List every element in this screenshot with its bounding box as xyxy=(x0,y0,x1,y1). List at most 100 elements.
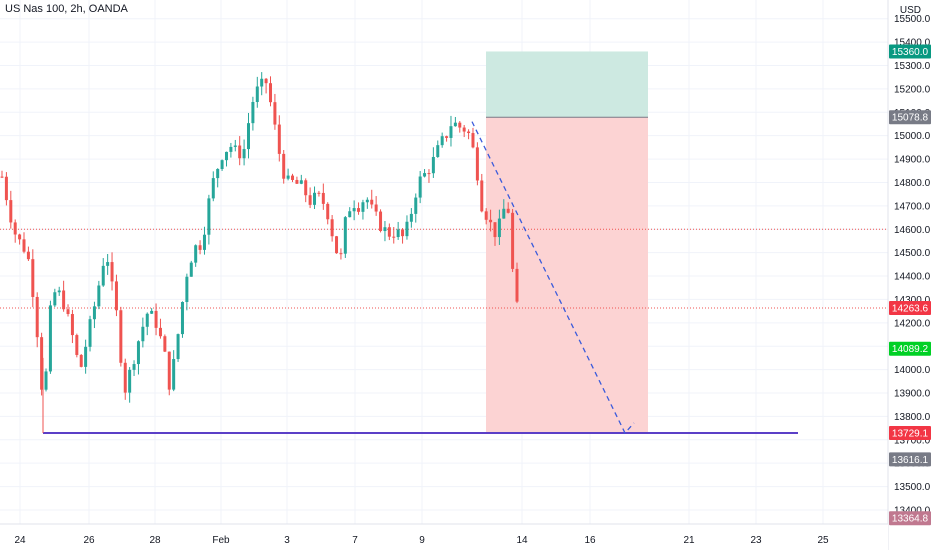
candle xyxy=(379,209,383,233)
position-zones xyxy=(486,51,648,433)
price-axis: USD15500.015400.015300.015200.015100.015… xyxy=(887,0,932,550)
candle xyxy=(286,168,290,181)
price-tick-label: 15300.0 xyxy=(894,61,931,72)
time-tick-label: 9 xyxy=(419,535,425,546)
candle-body xyxy=(216,168,220,179)
candle xyxy=(26,246,30,262)
price-tag-bg xyxy=(889,44,931,59)
candle xyxy=(198,240,202,255)
price-tick-label: 15000.0 xyxy=(894,131,931,142)
candle xyxy=(405,215,409,240)
price-tag: 14263.6 xyxy=(889,300,931,315)
price-tag-bg xyxy=(889,110,931,125)
candle-body xyxy=(246,123,250,150)
candle xyxy=(238,136,242,166)
candle-body xyxy=(255,86,259,103)
candle xyxy=(167,351,171,396)
candle-body xyxy=(66,309,70,315)
price-tag-label: 13729.1 xyxy=(892,428,929,439)
candle xyxy=(357,202,361,215)
projection-path xyxy=(471,121,635,435)
candle xyxy=(502,199,506,219)
candle-body xyxy=(365,199,369,203)
candle-body xyxy=(370,199,374,205)
candle xyxy=(84,339,88,374)
candle-body xyxy=(357,208,361,212)
candle-body xyxy=(163,336,167,352)
candle-body xyxy=(57,290,61,293)
candle xyxy=(343,216,347,258)
candle xyxy=(436,140,440,158)
price-tag-bg xyxy=(889,425,931,440)
candle-body xyxy=(423,173,427,177)
candle-body xyxy=(35,296,39,338)
candle-body xyxy=(180,302,184,335)
candle-body xyxy=(194,245,198,263)
price-tag-label: 13616.1 xyxy=(892,455,929,466)
candle xyxy=(308,187,312,209)
candle-body xyxy=(506,208,510,213)
candle-body xyxy=(511,212,515,269)
candle xyxy=(128,367,132,403)
candle-body xyxy=(48,305,52,372)
candle-body xyxy=(392,236,396,238)
candle xyxy=(88,315,92,352)
price-tick-label: 14500.0 xyxy=(894,248,931,259)
candle xyxy=(321,183,325,210)
candle-body xyxy=(414,197,418,214)
price-tick-label: 14800.0 xyxy=(894,178,931,189)
candle xyxy=(132,360,136,377)
candle-body xyxy=(348,211,352,218)
candle-body xyxy=(409,213,413,222)
candle xyxy=(396,221,400,240)
candle xyxy=(453,116,457,127)
candle-body xyxy=(9,200,13,223)
candle xyxy=(48,300,52,374)
price-tick-label: 15400.0 xyxy=(894,38,931,49)
candle-body xyxy=(211,178,215,199)
candle-body xyxy=(343,217,347,254)
candle xyxy=(361,199,365,220)
candle xyxy=(216,168,220,188)
candle-body xyxy=(449,126,453,138)
candle xyxy=(4,172,8,206)
candle-body xyxy=(291,175,295,180)
candle xyxy=(440,132,444,148)
candle xyxy=(176,333,180,362)
candle xyxy=(44,368,48,392)
candle xyxy=(158,318,162,339)
candle-body xyxy=(436,145,440,157)
candle-body xyxy=(383,227,387,232)
candle-body xyxy=(22,239,26,252)
price-tag-label: 14089.2 xyxy=(892,344,929,355)
candle xyxy=(57,286,61,296)
price-tick-label: 15200.0 xyxy=(894,84,931,95)
candle-body xyxy=(70,314,74,336)
candle xyxy=(339,248,343,260)
candle xyxy=(515,262,519,304)
candle-body xyxy=(308,195,312,205)
candle-body xyxy=(233,145,237,147)
time-tick-label: 25 xyxy=(817,535,829,546)
candle-body xyxy=(79,354,83,367)
candle xyxy=(409,208,413,228)
candle xyxy=(273,93,277,130)
candle xyxy=(13,219,17,243)
price-tick-label: 15500.0 xyxy=(894,14,931,25)
horizontal-levels xyxy=(0,228,888,309)
price-tag: 15078.8 xyxy=(889,110,931,125)
candle-body xyxy=(26,251,30,260)
candle xyxy=(489,209,493,232)
candle xyxy=(220,159,224,171)
candle-body xyxy=(176,334,180,360)
candle-body xyxy=(440,136,444,146)
candles xyxy=(0,72,519,403)
candle-body xyxy=(189,262,193,277)
price-tag-bg xyxy=(889,452,931,467)
candle xyxy=(242,139,246,166)
candle-body xyxy=(304,180,308,196)
candle-body xyxy=(53,292,57,306)
time-tick-label: 7 xyxy=(352,535,358,546)
